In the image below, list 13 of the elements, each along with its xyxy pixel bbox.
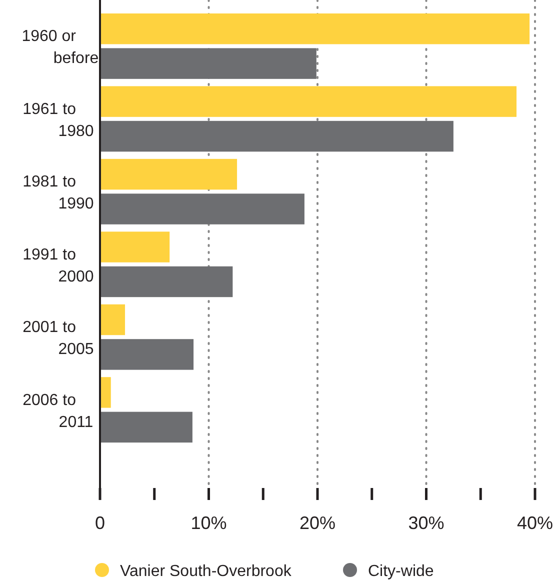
y-tick-label: 1961 to 1980: [22, 100, 94, 140]
y-tick-label: 1981 to 1990: [22, 174, 94, 213]
legend-label: Vanier South-Overbrook: [120, 563, 292, 580]
x-tick-label: 40%: [516, 512, 554, 533]
y-tick-label: 1991 to 2000: [22, 246, 94, 286]
x-tick-label: 20%: [299, 512, 336, 533]
x-tick-label: 30%: [408, 512, 444, 533]
legend-label: City-wide: [368, 563, 434, 580]
y-tick-label: 2006 to 2011: [22, 392, 94, 431]
y-tick-label: 2001 to 2005: [22, 319, 94, 358]
x-tick-label: 10%: [190, 512, 227, 533]
x-tick-label: 0: [94, 512, 106, 533]
y-tick-label: 1960 or before: [22, 28, 99, 68]
